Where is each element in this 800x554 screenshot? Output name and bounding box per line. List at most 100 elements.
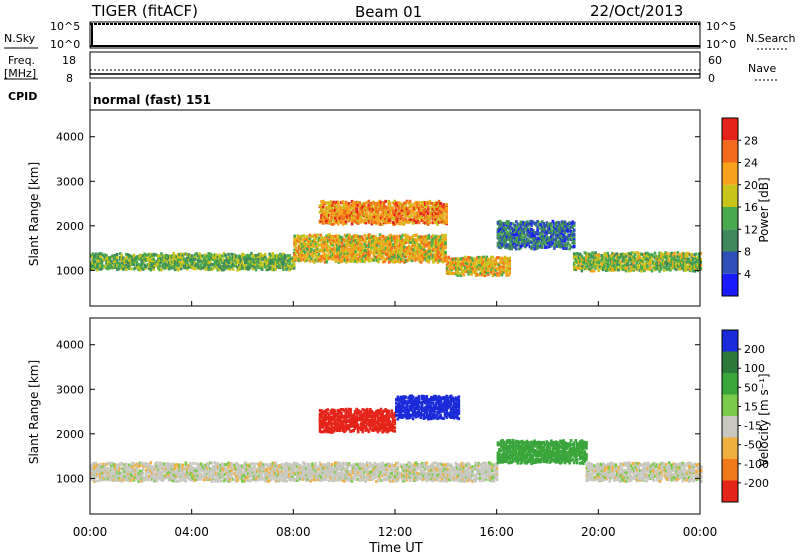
power-cell bbox=[322, 254, 325, 258]
power-cell bbox=[380, 247, 383, 251]
power-cell bbox=[144, 253, 148, 257]
power-cell bbox=[562, 237, 565, 241]
power-cell bbox=[374, 235, 377, 239]
power-cell bbox=[313, 237, 316, 241]
power-cell bbox=[440, 204, 444, 208]
power-cell bbox=[696, 267, 700, 271]
velocity-cell bbox=[131, 474, 134, 478]
velocity-cell bbox=[170, 463, 174, 467]
power-cell bbox=[345, 250, 348, 254]
power-cell bbox=[319, 238, 322, 242]
power-cell bbox=[395, 244, 399, 248]
power-cell bbox=[525, 239, 529, 243]
power-cell bbox=[670, 263, 674, 267]
power-cell bbox=[126, 253, 130, 257]
power-cell bbox=[346, 201, 349, 205]
power-cell bbox=[364, 205, 368, 209]
power-cell bbox=[422, 240, 426, 244]
power-cell bbox=[189, 263, 192, 267]
power-cell bbox=[650, 258, 654, 262]
power-cell bbox=[280, 264, 284, 268]
power-cell bbox=[580, 259, 584, 263]
power-cell bbox=[401, 258, 405, 262]
power-cell bbox=[352, 247, 356, 251]
power-cell bbox=[636, 266, 640, 270]
power-cell bbox=[470, 256, 473, 260]
power-cell bbox=[340, 260, 344, 264]
power-cell bbox=[294, 246, 298, 250]
power-cell bbox=[533, 241, 536, 245]
power-cell bbox=[404, 258, 408, 262]
velocity-cell bbox=[134, 476, 137, 480]
power-cell bbox=[384, 199, 387, 203]
power-cell bbox=[414, 204, 418, 208]
power-cell bbox=[589, 269, 593, 273]
power-cell bbox=[106, 267, 110, 271]
power-cell bbox=[332, 256, 336, 260]
velocity-cell bbox=[205, 476, 209, 480]
power-cell bbox=[169, 266, 172, 270]
power-cell bbox=[322, 248, 325, 252]
velocity-cell bbox=[167, 473, 171, 477]
power-cell bbox=[510, 232, 513, 236]
power-cell bbox=[253, 258, 256, 262]
power-cell bbox=[91, 261, 95, 265]
power-cell bbox=[199, 256, 203, 260]
power-cell bbox=[493, 264, 496, 268]
power-cell bbox=[413, 257, 417, 261]
power-cell bbox=[562, 235, 565, 239]
velocity-cell bbox=[205, 466, 209, 470]
power-cell bbox=[644, 251, 648, 255]
power-cell bbox=[522, 237, 526, 241]
power-cell bbox=[376, 216, 380, 220]
power-cell bbox=[571, 236, 574, 240]
power-cell bbox=[367, 199, 371, 203]
power-cell bbox=[355, 234, 359, 238]
power-cell bbox=[443, 208, 447, 212]
power-cell bbox=[407, 212, 410, 216]
power-cell bbox=[355, 214, 358, 218]
power-cell bbox=[439, 247, 443, 251]
power-cell bbox=[277, 263, 281, 267]
power-colorbar-segment bbox=[722, 229, 738, 252]
power-cell bbox=[300, 242, 304, 246]
power-cell bbox=[389, 235, 393, 239]
power-cell bbox=[389, 255, 393, 259]
power-cell bbox=[442, 258, 446, 262]
velocity-cell bbox=[210, 476, 214, 480]
power-cell bbox=[635, 266, 639, 270]
power-cell bbox=[346, 255, 350, 259]
power-cell bbox=[358, 217, 361, 221]
power-cell bbox=[510, 241, 513, 245]
power-cell bbox=[337, 209, 340, 213]
power-cell bbox=[291, 263, 294, 267]
power-cell bbox=[687, 267, 690, 271]
power-cell bbox=[380, 251, 383, 255]
power-cell bbox=[568, 233, 571, 237]
power-cell bbox=[496, 244, 500, 248]
velocity-cell bbox=[146, 469, 150, 473]
power-cell bbox=[539, 241, 542, 245]
power-cell bbox=[579, 265, 582, 269]
velocity-cell bbox=[99, 473, 102, 477]
velocity-cell bbox=[118, 467, 122, 471]
power-cell bbox=[565, 236, 568, 240]
power-cell bbox=[494, 260, 498, 264]
power-cell bbox=[426, 242, 429, 246]
power-cell bbox=[598, 265, 602, 269]
power-cell bbox=[330, 201, 334, 205]
power-cell bbox=[379, 222, 383, 226]
power-cell bbox=[422, 250, 426, 254]
power-cell bbox=[589, 255, 593, 259]
power-cell bbox=[308, 245, 312, 249]
power-cell bbox=[314, 248, 318, 252]
power-cell bbox=[371, 258, 374, 262]
power-cell bbox=[483, 274, 487, 278]
power-cell bbox=[355, 204, 358, 208]
power-cell bbox=[325, 236, 328, 240]
power-cell bbox=[375, 255, 379, 259]
power-cell bbox=[179, 257, 183, 261]
velocity-cell bbox=[149, 465, 153, 469]
power-cell bbox=[557, 223, 561, 227]
